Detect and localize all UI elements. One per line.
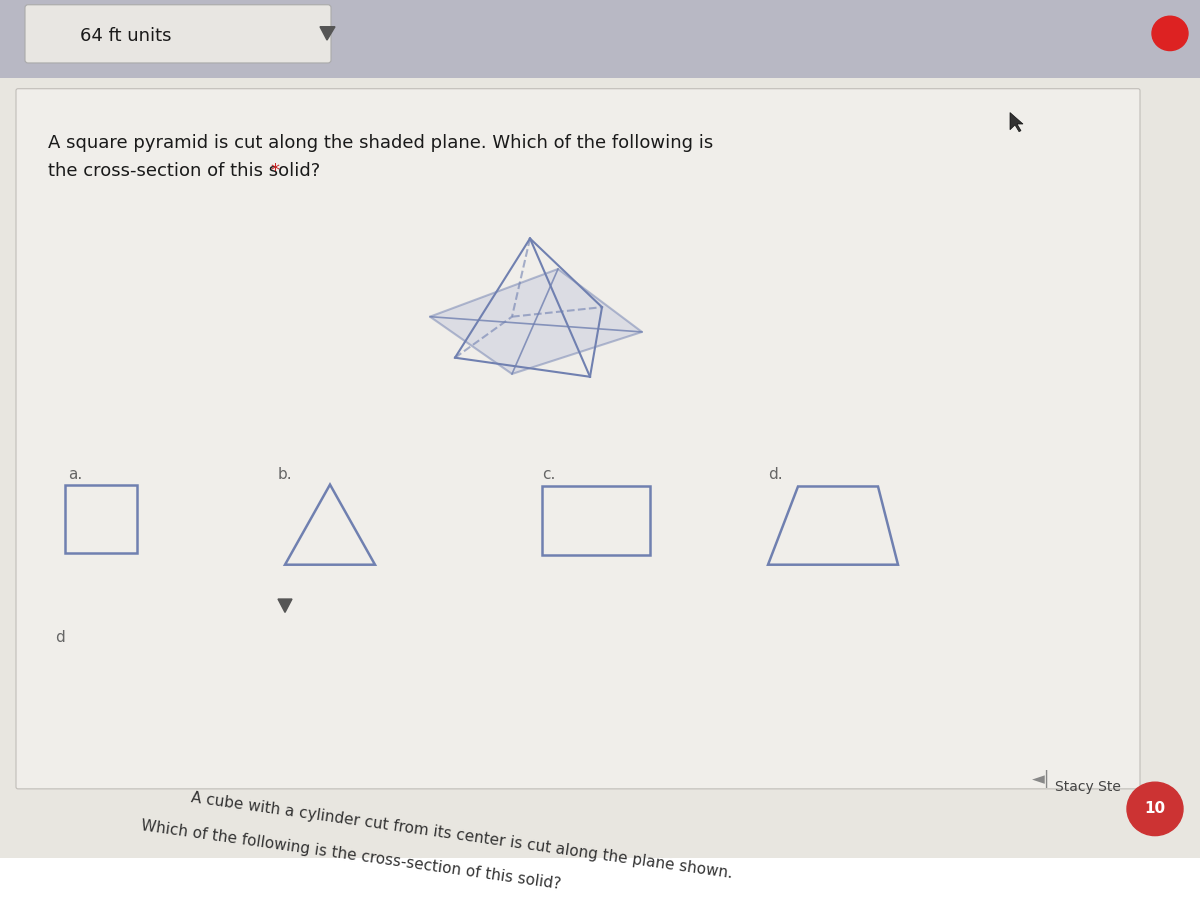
Text: b.: b.	[278, 467, 293, 482]
FancyBboxPatch shape	[16, 89, 1140, 789]
Text: d: d	[55, 630, 65, 644]
Polygon shape	[320, 27, 335, 40]
Bar	[542, 487, 650, 555]
Text: Which of the following is the cross-section of this solid?: Which of the following is the cross-sect…	[140, 818, 562, 892]
Text: a.: a.	[68, 467, 83, 482]
Polygon shape	[278, 599, 292, 612]
Polygon shape	[1010, 112, 1022, 131]
Text: c.: c.	[542, 467, 556, 482]
Text: ◄|: ◄|	[1032, 770, 1050, 788]
Text: A square pyramid is cut along the shaded plane. Which of the following is: A square pyramid is cut along the shaded…	[48, 133, 713, 151]
Text: d.: d.	[768, 467, 782, 482]
Bar	[0, 0, 1200, 78]
Text: Stacy Ste: Stacy Ste	[1055, 780, 1121, 795]
Text: A cube with a cylinder cut from its center is cut along the plane shown.: A cube with a cylinder cut from its cent…	[190, 790, 733, 881]
Text: the cross-section of this solid?: the cross-section of this solid?	[48, 162, 326, 180]
Text: 64 ft units: 64 ft units	[80, 27, 172, 45]
Bar	[65, 484, 137, 554]
Polygon shape	[430, 269, 642, 373]
Circle shape	[1127, 782, 1183, 835]
Circle shape	[1152, 16, 1188, 50]
FancyBboxPatch shape	[25, 4, 331, 63]
Text: *: *	[270, 162, 278, 180]
Text: 10: 10	[1145, 801, 1165, 816]
